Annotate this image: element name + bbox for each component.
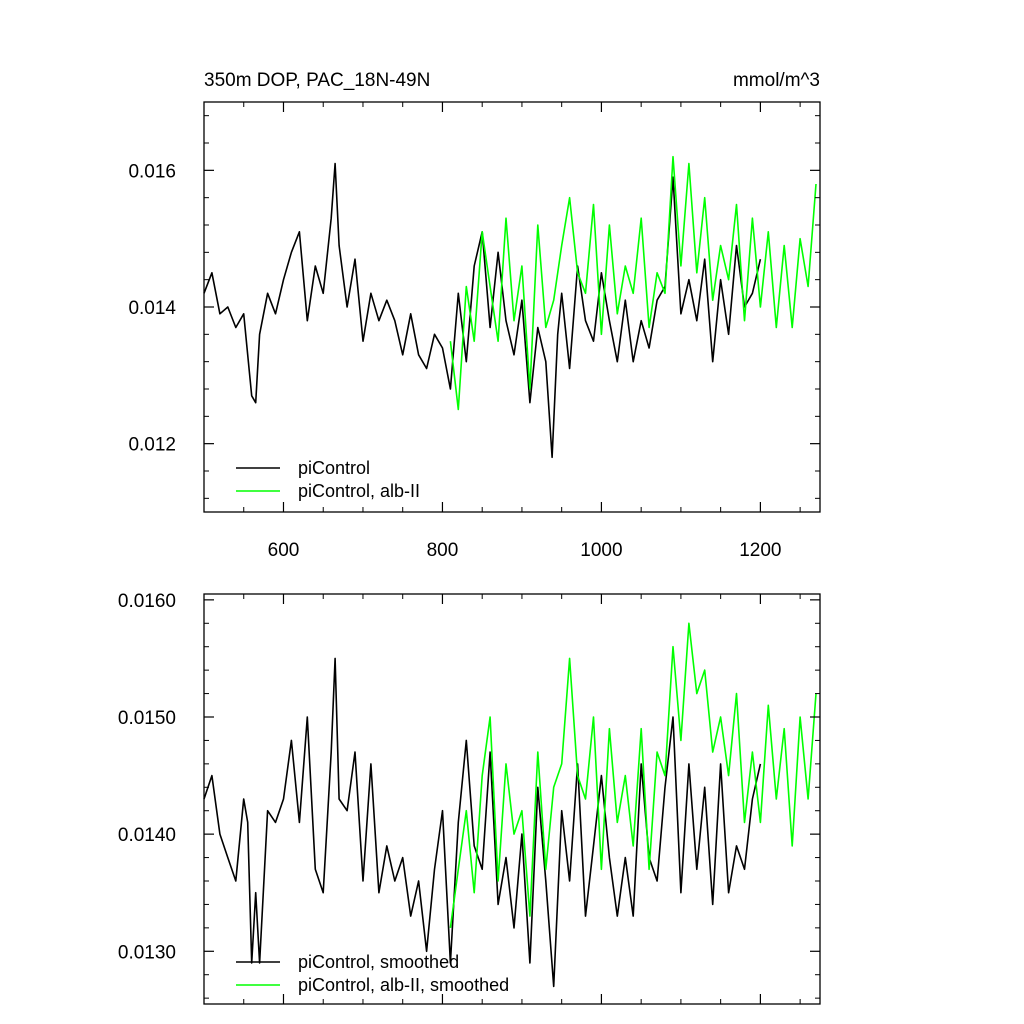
top-x-tick-label: 1200	[739, 540, 781, 561]
top-panel: 350m DOP, PAC_18N-49N mmol/m^3 600 800 100…	[128, 70, 821, 561]
top-plot-area	[203, 155, 817, 459]
top-panel-title: 350m DOP, PAC_18N-49N	[204, 70, 430, 91]
bottom-y-tick-label: 0.0150	[118, 708, 176, 729]
legend-label-picontrol-smoothed: piControl, smoothed	[298, 952, 459, 972]
bottom-y-tick-label: 0.0160	[118, 591, 176, 612]
bottom-plot-frame	[203, 593, 821, 1005]
top-y-tick-label: 0.016	[128, 161, 176, 182]
bottom-series-picontrol-alb-ii-smoothed	[449, 622, 817, 929]
top-x-tick-label: 600	[268, 540, 300, 561]
top-panel-units: mmol/m^3	[733, 70, 820, 91]
bottom-y-tick-label: 0.0130	[118, 942, 176, 963]
bottom-legend: piControl, smoothed piControl, alb-II, s…	[236, 952, 509, 995]
top-y-tick-label: 0.012	[128, 435, 176, 456]
top-axis-ticks: 600 800 1000 1200 0.012 0.014 0.016	[128, 102, 820, 561]
top-legend: piControl piControl, alb-II	[236, 458, 420, 501]
top-plot-frame	[203, 101, 821, 513]
bottom-y-tick-label: 0.0140	[118, 825, 176, 846]
top-series-picontrol-alb-ii	[449, 155, 817, 411]
legend-label-picontrol: piControl	[298, 458, 370, 478]
bottom-axis-ticks: 0.0130 0.0140 0.0150 0.0160	[118, 591, 820, 1004]
bottom-series-picontrol-smoothed	[203, 657, 762, 988]
top-y-tick-label: 0.014	[128, 298, 176, 319]
bottom-panel: 0.0130 0.0140 0.0150 0.0160 piControl, smoo…	[118, 591, 821, 1005]
top-x-tick-label: 800	[427, 540, 459, 561]
legend-label-picontrol-alb-ii: piControl, alb-II	[298, 481, 420, 501]
top-x-tick-label: 1000	[580, 540, 622, 561]
legend-label-picontrol-alb-ii-smoothed: piControl, alb-II, smoothed	[298, 975, 509, 995]
bottom-plot-area	[203, 622, 817, 988]
